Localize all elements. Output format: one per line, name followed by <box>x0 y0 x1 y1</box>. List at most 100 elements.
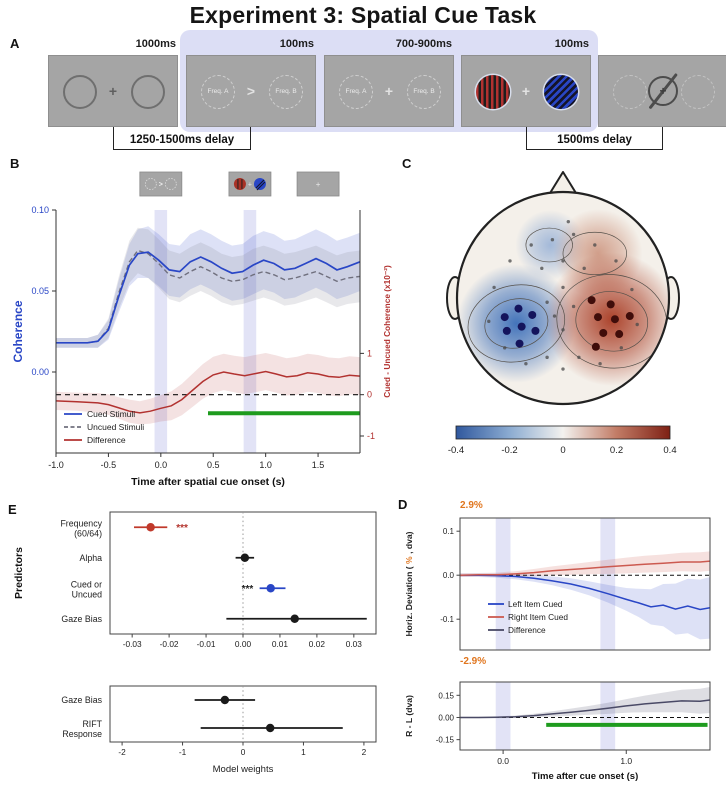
topography-map: -0.4 -0.2 0 0.2 0.4 <box>446 171 680 456</box>
predictor-label: Alpha <box>80 553 103 563</box>
sensor-dot <box>561 328 565 332</box>
svg-text:0.1: 0.1 <box>443 527 455 536</box>
sensor-dot <box>552 314 557 318</box>
right-cluster-sensor <box>587 296 596 305</box>
sensor-dot <box>545 355 549 360</box>
red-grating-stimulus <box>476 75 510 109</box>
svg-text:1.5: 1.5 <box>312 460 325 470</box>
right-cluster-sensor <box>625 312 634 321</box>
colorbar-tick: 0.2 <box>610 445 623 456</box>
svg-text:-2: -2 <box>118 747 126 757</box>
freq-b-label: Freq. B <box>413 87 435 95</box>
sensor-dot <box>598 362 602 366</box>
freq-b-label: Freq. B <box>275 87 297 95</box>
significance-stars: *** <box>176 523 188 534</box>
placeholder-circle <box>63 75 97 109</box>
right-item-cued-line <box>459 560 711 576</box>
left-cluster-sensor <box>500 313 509 322</box>
sensor-dot <box>540 266 544 271</box>
x-axis-label: Model weights <box>213 764 274 775</box>
legend-entry: Difference <box>87 435 126 445</box>
svg-text:0: 0 <box>367 390 372 400</box>
predictor-label: Cued or Uncued <box>71 579 102 599</box>
model-weights-chart-bottom: Gaze Bias RIFT Response -2 -1 0 1 2 Model weight… <box>61 685 377 775</box>
screen-spatial-cue: Freq. A > Freq. B <box>186 55 316 127</box>
svg-text:0.15: 0.15 <box>438 691 454 700</box>
difference-line <box>55 370 361 414</box>
coherence-chart: 0.00 0.05 0.10 1 0 -1 -1.0 -0.5 0.0 0.5 1.0 1.5 Cohe… <box>11 171 392 488</box>
estimate-point <box>266 723 275 733</box>
sensor-dot <box>577 355 581 360</box>
difference-line <box>460 699 711 719</box>
x-axis-label: Time after cue onset (s) <box>532 771 638 782</box>
legend-entry: Cued Stimuli <box>87 409 135 419</box>
blue-grating-stimulus <box>544 75 578 109</box>
freq-a-label: Freq. A <box>345 87 367 95</box>
svg-text:0.01: 0.01 <box>272 639 289 649</box>
screen-stimuli: + <box>461 55 591 127</box>
right-cluster-sensor <box>593 313 602 322</box>
svg-text:-1: -1 <box>367 431 375 441</box>
legend-entry: Left Item Cued <box>508 599 563 609</box>
svg-text:+: + <box>248 182 252 189</box>
sensor-dot <box>566 219 570 224</box>
placeholder-circle: Freq. A <box>201 75 235 109</box>
predictor-label: RIFT Response <box>62 719 102 739</box>
head-outline <box>455 190 671 406</box>
panel-e-label: E <box>8 502 17 517</box>
svg-text:-1.0: -1.0 <box>48 460 64 470</box>
svg-text:-0.15: -0.15 <box>436 736 455 745</box>
r-minus-l-axis-label: R - L (dva) <box>404 695 414 737</box>
placeholder-circle: Freq. B <box>269 75 303 109</box>
predictor-label: Frequency (60/64) <box>60 518 102 538</box>
predictor-label: Gaze Bias <box>61 614 102 624</box>
svg-text:0.00: 0.00 <box>235 639 252 649</box>
svg-text:0.0: 0.0 <box>443 571 455 580</box>
fixation-cross: + <box>659 84 667 98</box>
delay-label-left: 1250-1500ms delay <box>129 134 235 146</box>
sensor-dot <box>545 300 549 304</box>
percent-bottom-label: -2.9% <box>460 656 486 667</box>
left-cluster-sensor <box>502 326 511 335</box>
predictor-label: Gaze Bias <box>61 695 102 705</box>
sensor-dot <box>630 287 634 292</box>
sensor-dot <box>561 259 565 263</box>
placeholder-circle <box>613 75 647 109</box>
svg-text:1.0: 1.0 <box>620 756 632 766</box>
svg-text:-0.01: -0.01 <box>197 639 216 649</box>
left-item-cued-line <box>460 574 711 611</box>
svg-text:0.00: 0.00 <box>438 713 454 722</box>
fixation-cross: + <box>521 83 531 99</box>
model-weights-chart-top: *** Frequency (60/64) Alpha *** Cued or Uncued… <box>13 511 377 649</box>
percent-top-label: 2.9% <box>460 500 483 511</box>
sensor-dot <box>529 243 533 247</box>
svg-text:1: 1 <box>367 348 372 358</box>
topography-field <box>458 208 668 386</box>
colorbar-tick: -0.4 <box>448 445 464 456</box>
panel-a-label: A <box>10 36 20 51</box>
sensor-dot <box>550 238 555 242</box>
sensor-dot <box>503 346 507 350</box>
right-cluster-sensor <box>606 300 615 309</box>
svg-text:0.05: 0.05 <box>31 286 49 296</box>
svg-text:-0.03: -0.03 <box>123 639 142 649</box>
estimate-point <box>146 523 155 532</box>
right-cluster-sensor <box>599 328 608 337</box>
svg-text:-0.5: -0.5 <box>101 460 117 470</box>
svg-text:0.00: 0.00 <box>31 367 49 377</box>
fixation-cross: + <box>384 83 394 99</box>
response-dial: + <box>648 72 678 110</box>
svg-text:>: > <box>159 182 163 189</box>
left-cluster-sensor <box>531 326 540 335</box>
y-axis-label: Predictors <box>13 547 25 599</box>
panel-b-label: B <box>10 156 20 171</box>
sensor-dot <box>614 259 618 263</box>
sensor-dot <box>619 346 623 350</box>
svg-text:0.0: 0.0 <box>497 756 509 766</box>
significance-stars: *** <box>242 584 254 595</box>
colorbar <box>455 425 671 440</box>
sensor-dot <box>635 322 639 327</box>
svg-text:0: 0 <box>241 747 246 757</box>
colorbar-tick: -0.2 <box>501 445 517 456</box>
sensor-dot <box>524 362 528 366</box>
